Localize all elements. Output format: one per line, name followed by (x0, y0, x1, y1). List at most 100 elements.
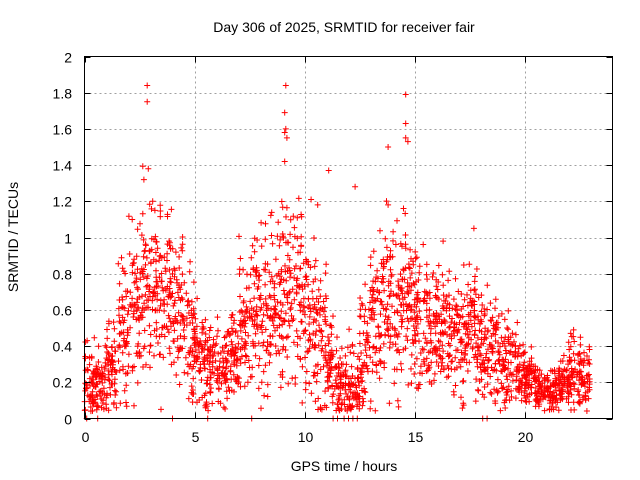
data-point (495, 388, 502, 395)
data-point (272, 327, 278, 334)
data-point (582, 397, 589, 404)
data-point (237, 346, 244, 353)
data-point (376, 375, 383, 382)
data-point (143, 297, 150, 304)
data-point (119, 304, 125, 310)
y-tick-label: 1.8 (53, 86, 73, 102)
data-point (178, 294, 185, 301)
data-point (170, 338, 177, 344)
data-point (279, 301, 286, 308)
data-point (370, 288, 377, 295)
data-point (140, 274, 147, 281)
data-point (102, 374, 109, 381)
data-point (377, 358, 384, 365)
data-point (201, 342, 208, 348)
data-point (204, 352, 211, 359)
data-point (325, 167, 332, 174)
data-point (474, 363, 481, 370)
data-point (497, 407, 504, 414)
data-point (437, 368, 444, 375)
data-point (481, 305, 488, 312)
data-point (269, 314, 276, 321)
data-point (82, 367, 89, 374)
data-point (188, 298, 195, 305)
data-point (521, 387, 528, 394)
data-point (492, 326, 499, 332)
data-point (340, 382, 347, 389)
data-point (459, 357, 466, 363)
data-point (322, 342, 329, 349)
data-point (413, 303, 420, 310)
data-point (235, 340, 242, 347)
y-tick-labels: 0 0.2 0.4 0.6 0.8 1 1.2 1.4 1.6 1.8 2 (53, 50, 73, 428)
data-point (247, 373, 254, 380)
data-point (153, 333, 160, 340)
data-point (148, 205, 155, 212)
data-point (207, 355, 214, 361)
data-point (454, 311, 461, 318)
data-point (249, 242, 256, 249)
data-point (544, 374, 550, 381)
data-point (354, 375, 361, 382)
data-point (385, 144, 392, 150)
data-point (575, 387, 582, 393)
data-point (424, 367, 431, 374)
data-point (290, 339, 297, 346)
data-point (382, 331, 388, 338)
data-point (129, 269, 136, 276)
data-point (403, 301, 409, 307)
data-point (395, 292, 402, 299)
data-point (165, 329, 172, 336)
data-point (361, 318, 368, 325)
data-point (481, 384, 488, 390)
data-point (147, 342, 154, 349)
data-point (387, 292, 393, 299)
data-point (311, 263, 318, 270)
data-point (467, 309, 474, 316)
data-point (311, 301, 318, 308)
data-point (134, 296, 141, 302)
data-point (353, 403, 360, 410)
data-point (280, 318, 287, 325)
data-point (452, 354, 459, 361)
data-point (105, 376, 112, 383)
data-point (140, 253, 147, 260)
data-point (127, 324, 134, 331)
data-point (327, 356, 334, 363)
data-point (423, 307, 430, 314)
data-point (490, 330, 497, 337)
data-point (196, 368, 203, 375)
data-point (304, 348, 311, 355)
data-point (385, 278, 392, 285)
data-point (291, 296, 298, 303)
data-point (387, 247, 394, 254)
data-point (586, 376, 593, 382)
data-point (420, 358, 427, 365)
data-point (196, 341, 202, 348)
data-point (133, 253, 140, 260)
data-point (147, 364, 153, 371)
data-point (349, 373, 356, 379)
data-point (342, 367, 349, 374)
data-point (154, 245, 161, 252)
data-point (446, 352, 453, 358)
data-point (423, 261, 430, 268)
data-point (400, 205, 407, 212)
data-point (414, 299, 421, 306)
data-point (372, 278, 379, 285)
data-point (570, 326, 577, 333)
data-point (481, 312, 488, 319)
data-point (534, 392, 540, 399)
data-point (159, 284, 166, 291)
data-point (492, 398, 499, 404)
data-point (253, 267, 260, 274)
data-point (466, 328, 473, 335)
data-point (491, 325, 498, 332)
data-point (448, 366, 455, 373)
data-point (224, 395, 231, 402)
data-point (502, 405, 509, 411)
data-point (318, 327, 325, 334)
data-point (347, 349, 354, 356)
data-point (326, 337, 333, 344)
data-point (298, 318, 305, 325)
